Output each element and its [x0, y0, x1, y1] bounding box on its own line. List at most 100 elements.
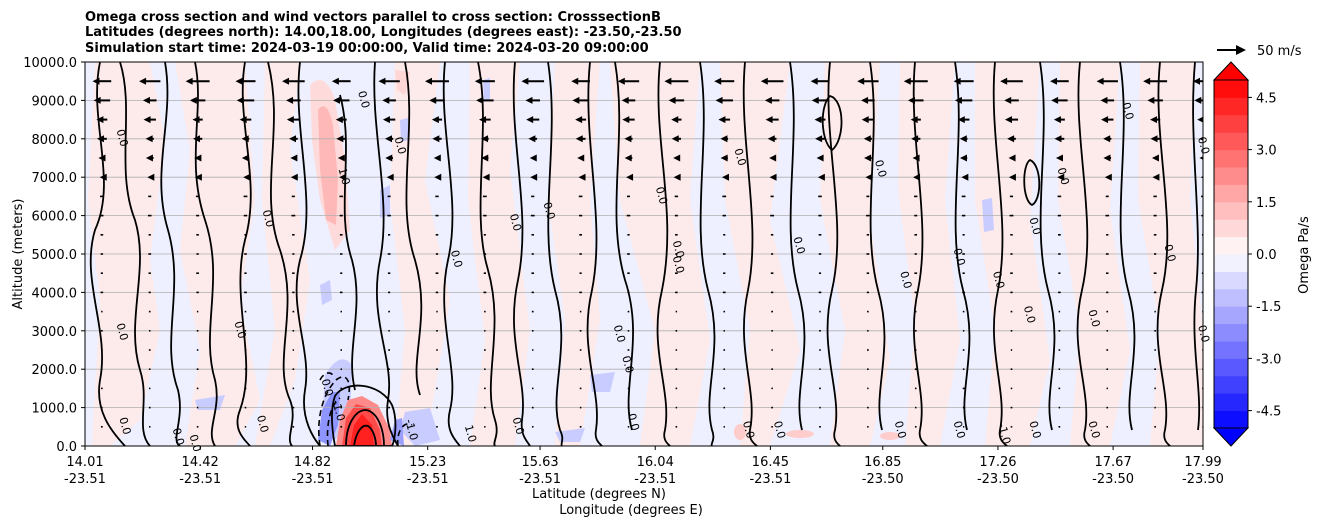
contour-label: 0.0	[611, 324, 628, 344]
wind-vector-head	[911, 135, 919, 143]
contour-label: 0.0	[670, 239, 687, 259]
wind-vector-head	[529, 154, 537, 162]
contour-label: 0.0	[510, 416, 527, 436]
wind-vector-head	[1150, 116, 1158, 124]
wind-vector-head	[714, 77, 722, 85]
contour-label: 0.0	[740, 420, 757, 440]
contour-label: 0.0	[872, 158, 889, 178]
y-tick-label: 0.0	[56, 440, 77, 455]
wind-vector-head	[765, 116, 773, 124]
wind-vector-head	[147, 173, 155, 181]
contour-label: 0.0	[1119, 101, 1136, 121]
wind-vector-head	[578, 173, 586, 181]
wind-vector-head	[1103, 135, 1111, 143]
colorbar-tick-label: -4.5	[1256, 405, 1281, 420]
contour-label: 0.0	[319, 377, 336, 397]
wind-vector-head	[721, 173, 729, 181]
wind-vector-head	[954, 96, 962, 104]
contour-label: 0.0	[170, 427, 187, 447]
chart-title: Omega cross section and wind vectors par…	[85, 10, 682, 56]
quiver-key-label: 50 m/s	[1257, 44, 1302, 59]
contour-label: 0.0	[1026, 420, 1043, 440]
x-tick-label-lon: -23.51	[634, 472, 676, 487]
x-tick-label-lat: 17.99	[1184, 455, 1221, 470]
wind-vector-head	[482, 173, 490, 181]
x-tick-label-lat: 16.45	[752, 455, 789, 470]
y-tick-label: 3000.0	[32, 325, 78, 340]
wind-vector-head	[1197, 116, 1203, 123]
colorbar-band	[1214, 149, 1248, 168]
wind-vector-head	[1008, 173, 1016, 181]
y-tick-label: 1000.0	[32, 402, 78, 417]
contour-label: 0.0	[1085, 308, 1102, 328]
wind-vector-head	[961, 173, 969, 181]
wind-vector-head	[957, 116, 965, 124]
wind-vector-head	[1057, 173, 1065, 181]
wind-vector-head	[1143, 77, 1151, 85]
y-tick-label: 9000.0	[32, 94, 78, 109]
contour-label: -1.0	[329, 398, 347, 422]
colorbar-band	[1214, 132, 1248, 151]
wind-vector-head	[526, 116, 534, 124]
wind-vector-head	[571, 77, 579, 85]
x-tick-label-lon: -23.50	[862, 472, 904, 487]
colorbar-band	[1214, 167, 1248, 185]
wind-vector-head	[720, 154, 728, 162]
wind-vector-head	[236, 96, 244, 104]
wind-vector-head	[664, 77, 672, 85]
x-axis-label-longitude: Longitude (degrees E)	[559, 503, 703, 518]
wind-vector-head	[290, 154, 298, 162]
x-tick-label-lon: -23.51	[519, 472, 561, 487]
wind-vector-head	[671, 135, 679, 143]
wind-vector-head	[99, 173, 107, 181]
wind-vector-head	[814, 116, 822, 124]
wind-vector-head	[286, 116, 294, 124]
wind-vector-head	[1007, 135, 1015, 143]
colorbar-band	[1214, 184, 1248, 203]
colorbar-band	[1214, 80, 1248, 98]
wind-vector-head	[1199, 136, 1203, 141]
wind-vector-head	[431, 116, 439, 124]
contour-label: 0.0	[1195, 324, 1212, 344]
x-tick-label-lon: -23.51	[749, 472, 791, 487]
wind-vector-head	[1050, 77, 1058, 85]
contour-label: 0.0	[1021, 304, 1038, 324]
wind-vector-head	[1004, 96, 1012, 104]
wind-vector-head	[530, 173, 538, 181]
wind-vector-head	[194, 154, 202, 162]
colorbar-band	[1214, 201, 1248, 220]
wind-vector-head	[1000, 77, 1008, 85]
x-tick-label-lon: -23.51	[179, 472, 221, 487]
wind-vector-head	[1194, 96, 1202, 104]
contour-label: 0.0	[1085, 420, 1102, 440]
wind-vector-head	[575, 135, 583, 143]
wind-vector-head	[243, 173, 251, 181]
wind-vector-head	[1150, 135, 1158, 143]
wind-vector-head	[907, 96, 915, 104]
wind-vector-head	[194, 173, 202, 181]
wind-vector-head	[1051, 96, 1059, 104]
wind-vector-head	[624, 154, 632, 162]
x-tick-label-lat: 15.23	[409, 455, 446, 470]
x-tick-label-lat: 14.82	[294, 455, 331, 470]
wind-vector-head	[953, 77, 961, 85]
contour-label: 0.0	[897, 270, 914, 290]
colorbar-band	[1214, 219, 1248, 238]
contour-label: 0.0	[507, 212, 524, 232]
title-line-2: Latitudes (degrees north): 14.00,18.00, …	[85, 25, 682, 40]
wind-vector-head	[521, 77, 529, 85]
contour-label: 0.0	[1026, 216, 1043, 236]
wind-vector-head	[671, 116, 679, 124]
x-tick-label-lon: -23.50	[977, 472, 1019, 487]
contour-label: 0.0	[1161, 243, 1178, 263]
wind-vector-head	[235, 77, 243, 85]
contour-label: 0.0	[541, 201, 558, 221]
colorbar: -4.5 -3.0 -1.5 0.0 1.5 3.0 4.5	[1212, 61, 1281, 447]
wind-vector-head	[189, 96, 197, 104]
colorbar-band	[1214, 306, 1248, 325]
colorbar-tick-label: 3.0	[1256, 144, 1277, 159]
wind-vector-head	[673, 173, 681, 181]
wind-vector-head	[1055, 154, 1063, 162]
wind-vector-head	[575, 116, 583, 124]
x-tick-label-lat: 17.67	[1095, 455, 1132, 470]
